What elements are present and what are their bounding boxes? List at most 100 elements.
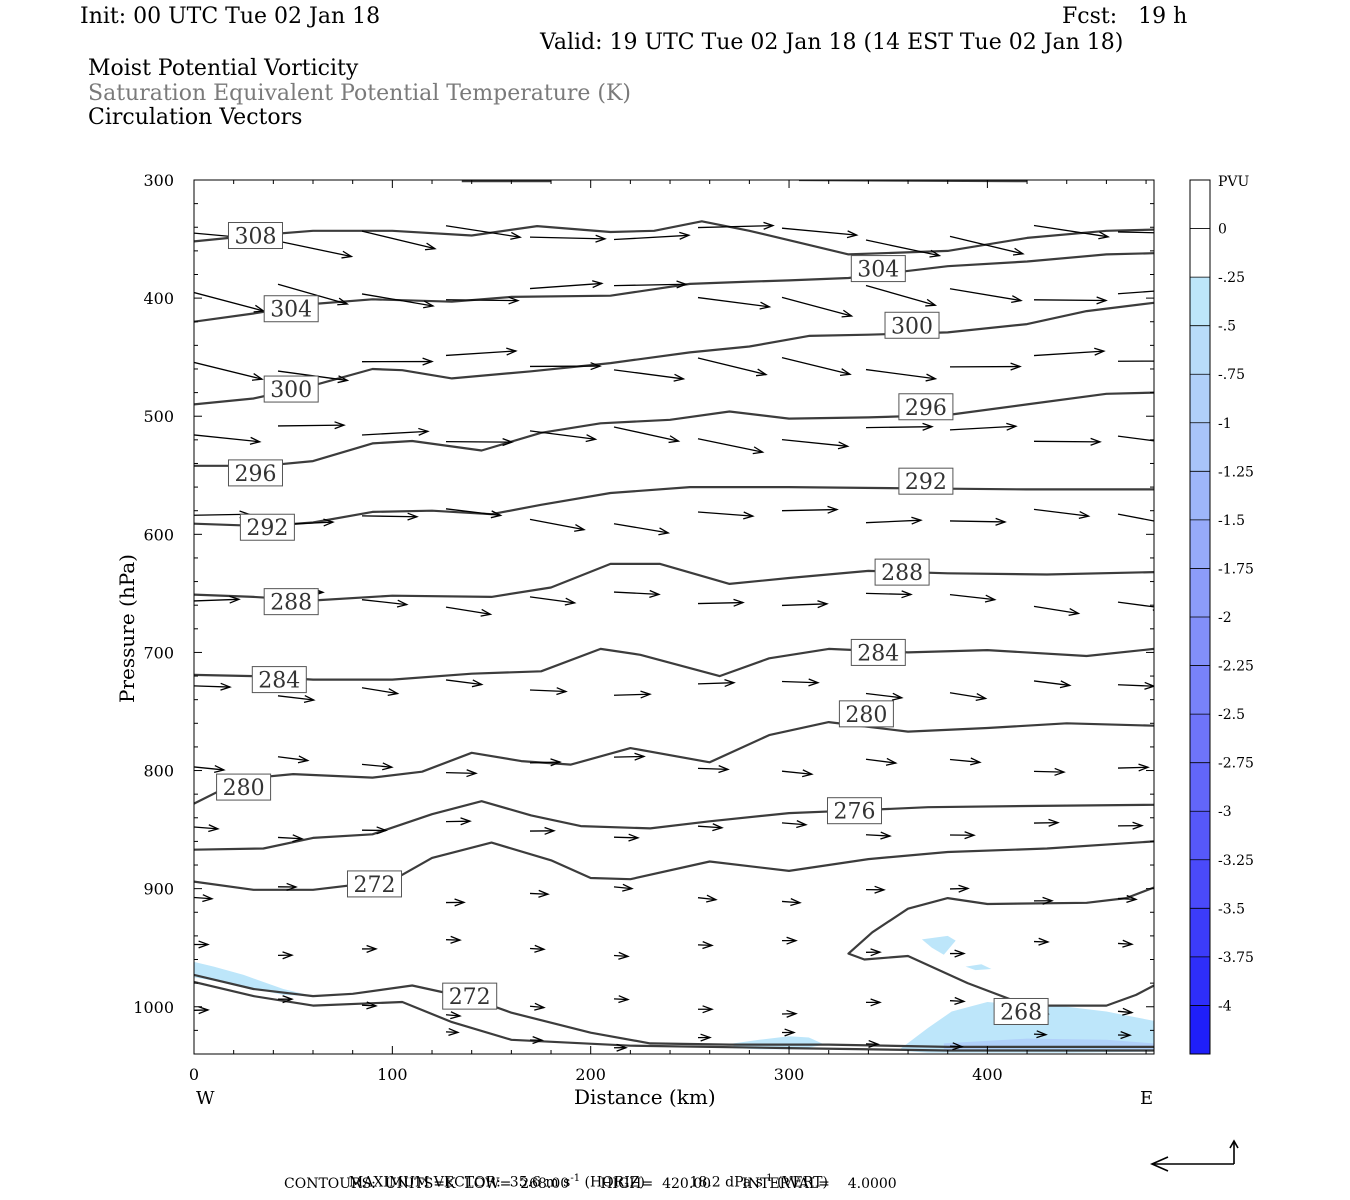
contour-label: 288 bbox=[270, 591, 312, 616]
colorbar-tick-label: -2.25 bbox=[1218, 659, 1254, 675]
colorbar-tick-label: 0 bbox=[1218, 222, 1227, 238]
contour-label: 272 bbox=[353, 873, 395, 898]
vector-head bbox=[585, 434, 598, 443]
vector-head bbox=[618, 951, 630, 960]
vector-shaft bbox=[1033, 680, 1070, 687]
vector-shaft bbox=[613, 234, 689, 241]
vector-shaft bbox=[277, 283, 348, 305]
vector-head bbox=[544, 826, 556, 835]
vector-head bbox=[755, 368, 768, 377]
colorbar-tick-label: -.75 bbox=[1218, 367, 1245, 383]
vector-head bbox=[796, 820, 808, 829]
vector-shaft bbox=[1033, 299, 1107, 302]
vector-head bbox=[424, 242, 437, 251]
theta-contour bbox=[194, 252, 1154, 323]
vector-shaft bbox=[361, 293, 434, 307]
y-axis-title: Pressure (hPa) bbox=[115, 554, 139, 703]
vector-head bbox=[676, 280, 688, 289]
vector-head bbox=[1174, 440, 1184, 447]
contour-label-box bbox=[993, 997, 1049, 1025]
colorbar-tick-label: -1 bbox=[1218, 416, 1232, 432]
vector-head bbox=[801, 769, 814, 778]
vector-head bbox=[387, 688, 400, 697]
theta-contour bbox=[194, 980, 1154, 1052]
contour-label-box bbox=[227, 459, 283, 487]
contour-label-box bbox=[263, 588, 319, 616]
y-tick-label: 500 bbox=[143, 407, 174, 426]
vector-shaft bbox=[1033, 605, 1079, 615]
vector-shaft bbox=[613, 369, 684, 380]
x-tick-label: 200 bbox=[575, 1065, 606, 1084]
vector-head bbox=[995, 517, 1007, 526]
vector-shaft bbox=[194, 685, 231, 688]
circulation-vectors bbox=[194, 221, 1184, 1052]
vector-shaft bbox=[445, 299, 519, 302]
contour-label-box bbox=[826, 797, 882, 825]
vector-shaft bbox=[613, 954, 629, 957]
contour-label: 296 bbox=[905, 396, 947, 421]
vector-shaft bbox=[1033, 440, 1101, 443]
vector-head bbox=[868, 1039, 880, 1049]
vector-head bbox=[590, 362, 602, 371]
max-vert-unit: (VERT) bbox=[777, 1174, 828, 1191]
vector-shaft bbox=[1033, 1033, 1047, 1036]
x-tick-label: 0 bbox=[189, 1065, 199, 1084]
vector-head bbox=[1122, 1007, 1134, 1016]
vector-head bbox=[925, 298, 938, 307]
vector-shaft bbox=[949, 692, 986, 700]
vector-shaft bbox=[865, 758, 896, 764]
vector-head bbox=[297, 755, 310, 764]
contour-label: 304 bbox=[857, 258, 899, 283]
vector-head bbox=[376, 826, 388, 835]
vector-head bbox=[532, 1035, 544, 1045]
contour-label-box bbox=[263, 295, 319, 323]
x-tick-label: 400 bbox=[972, 1065, 1003, 1084]
vector-shaft bbox=[1033, 508, 1089, 517]
vector-shaft bbox=[949, 1000, 965, 1003]
vector-head bbox=[208, 824, 220, 833]
vector-head bbox=[952, 1042, 964, 1051]
vector-head bbox=[220, 682, 232, 691]
vector-head bbox=[837, 441, 850, 450]
colorbar-tick-label: -4 bbox=[1218, 998, 1232, 1014]
vector-shaft bbox=[1117, 684, 1154, 687]
vector-head bbox=[366, 944, 378, 953]
vector-shaft bbox=[781, 603, 827, 607]
vector-shaft bbox=[1117, 435, 1154, 442]
contour-label-box bbox=[442, 982, 498, 1010]
vector-head bbox=[198, 1006, 210, 1015]
theta-contour bbox=[194, 973, 1154, 1048]
vector-shaft bbox=[865, 426, 933, 429]
pv-region bbox=[965, 964, 992, 971]
vector-shaft bbox=[445, 1014, 461, 1017]
vector-shaft bbox=[277, 756, 308, 762]
vector-shaft bbox=[697, 224, 773, 229]
vector-shaft bbox=[529, 761, 561, 764]
theta-contour bbox=[194, 721, 1154, 805]
vector-head bbox=[1006, 422, 1018, 431]
vector-head bbox=[454, 898, 466, 907]
vector-head bbox=[1090, 437, 1102, 446]
vector-shaft bbox=[781, 680, 819, 684]
vector-head bbox=[213, 765, 226, 774]
vector-head bbox=[450, 935, 462, 944]
vector-shaft bbox=[1117, 513, 1154, 522]
vector-head bbox=[534, 944, 546, 953]
vector-head bbox=[564, 597, 577, 606]
max-vert-value: 18.2 dPa s bbox=[689, 1174, 763, 1191]
vector-shaft bbox=[613, 836, 639, 839]
vector-head bbox=[891, 692, 904, 701]
vector-head bbox=[1059, 680, 1072, 689]
vector-shaft bbox=[445, 350, 516, 357]
vector-head bbox=[817, 600, 829, 609]
vector-shaft bbox=[445, 225, 521, 238]
valid-time: Valid: 19 UTC Tue 02 Jan 18 (14 EST Tue … bbox=[540, 30, 1124, 55]
vector-head bbox=[1038, 937, 1050, 946]
vector-head bbox=[286, 882, 298, 891]
vector-head bbox=[508, 296, 520, 305]
y-tick-label: 800 bbox=[143, 762, 174, 781]
max-vector-note: MAXIMUM VECTOR: 35.6 m s-1 (HORIZ) 18.2 … bbox=[340, 1157, 828, 1191]
y-tick-label: 400 bbox=[143, 289, 174, 308]
theta-contour bbox=[194, 391, 1154, 467]
title-mpv: Moist Potential Vorticity bbox=[88, 56, 359, 81]
